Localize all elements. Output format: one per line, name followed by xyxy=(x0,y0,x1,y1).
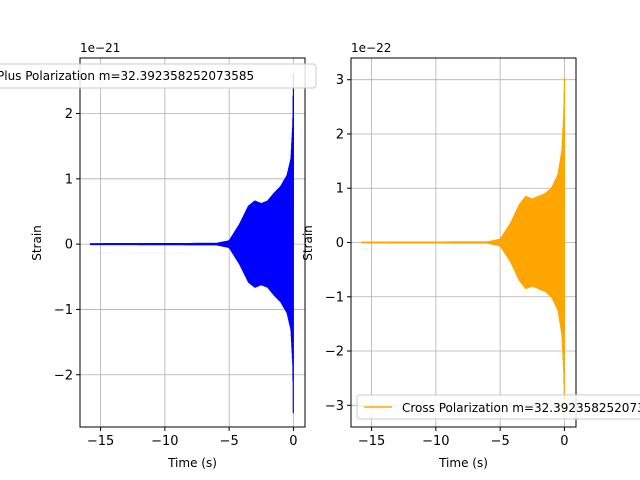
plus-y-tick-label: 1 xyxy=(65,172,73,187)
plus-legend-label: Plus Polarization m=32.392358252073585 xyxy=(0,69,254,83)
cross-x-tick-label: −10 xyxy=(422,434,449,449)
cross-x-tick-label: −5 xyxy=(491,434,510,449)
plus-series-line xyxy=(89,74,295,414)
cross-legend-box xyxy=(356,394,640,420)
plus-y-axis-title: Strain xyxy=(30,225,44,261)
plus-x-axis-title: Time (s) xyxy=(167,456,217,470)
cross-x-tick-label: 0 xyxy=(560,434,568,449)
plus-x-tick-label: 0 xyxy=(289,434,297,449)
cross-x-ticks: −15 −10 −5 0 xyxy=(358,427,569,449)
cross-y-tick-label: 0 xyxy=(336,236,344,251)
cross-waveform-marks xyxy=(360,76,566,417)
cross-y-tick-label: 2 xyxy=(336,127,344,142)
plus-legend: Plus Polarization m=32.392358252073585 xyxy=(0,63,317,89)
plus-x-ticks: −15 −10 −5 0 xyxy=(87,427,298,449)
plus-waveform-marks xyxy=(89,74,295,414)
cross-y-ticks: −3 −2 −1 0 1 2 3 xyxy=(325,73,351,414)
cross-y-tick-label: 3 xyxy=(336,73,344,88)
cross-offset-label: 1e−22 xyxy=(351,41,391,55)
cross-legend: Cross Polarization m=32.392358252073585 xyxy=(356,394,640,420)
plus-axes-frame xyxy=(79,57,306,428)
cross-y-tick-label: −3 xyxy=(325,399,344,414)
cross-legend-label: Cross Polarization m=32.392358252073585 xyxy=(402,401,640,415)
cross-series-line xyxy=(360,76,566,417)
plus-y-tick-label: −1 xyxy=(54,303,73,318)
cross-x-axis-title: Time (s) xyxy=(438,456,488,470)
plus-x-tick-label: −5 xyxy=(220,434,239,449)
plus-offset-label: 1e−21 xyxy=(80,41,120,55)
cross-y-tick-label: 1 xyxy=(336,182,344,197)
plus-y-ticks: −2 −1 0 1 2 xyxy=(54,107,80,383)
cross-x-tick-label: −15 xyxy=(358,434,385,449)
cross-y-tick-label: −1 xyxy=(325,290,344,305)
plus-y-tick-label: −2 xyxy=(54,368,73,383)
plus-legend-box xyxy=(0,63,317,89)
cross-y-axis-title: Strain xyxy=(301,225,315,261)
cross-y-tick-label: −2 xyxy=(325,345,344,360)
plus-y-tick-label: 2 xyxy=(65,107,73,122)
plus-x-tick-label: −10 xyxy=(151,434,178,449)
plus-y-tick-label: 0 xyxy=(65,238,73,253)
plus-x-tick-label: −15 xyxy=(87,434,114,449)
